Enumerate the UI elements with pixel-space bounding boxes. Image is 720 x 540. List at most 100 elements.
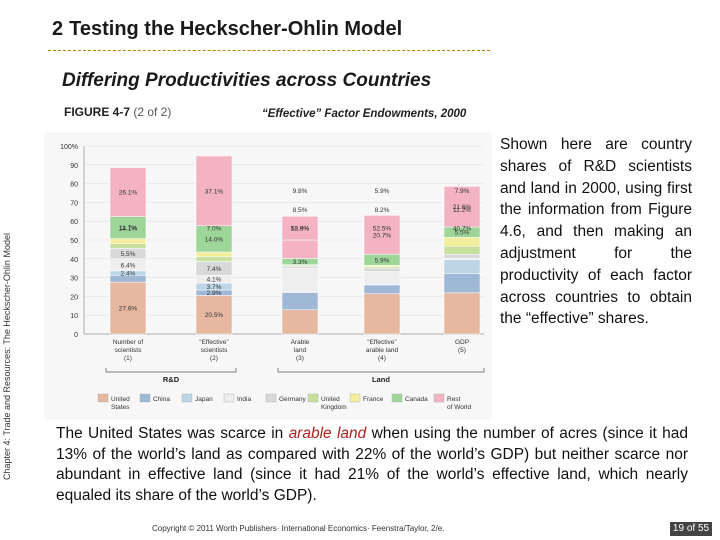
bar-segment	[109, 167, 147, 217]
segment-label: 2.9%	[207, 290, 222, 297]
bar-segment	[281, 267, 319, 293]
segment-label: 7.4%	[207, 266, 222, 273]
legend-swatch	[307, 393, 319, 403]
y-tick-label: 30	[70, 276, 78, 283]
segment-label: 3.3%	[293, 259, 308, 266]
figure-title: “Effective” Factor Endowments, 2000	[262, 108, 467, 120]
x-category-label: scientists	[201, 347, 228, 354]
y-tick-label: 80	[70, 182, 78, 189]
page-total: 55	[697, 523, 710, 534]
segment-label: 21.6%	[453, 204, 472, 211]
section-number: 2	[52, 18, 64, 40]
x-category-label: arable land	[366, 347, 399, 354]
legend-entry: Canada	[405, 396, 428, 403]
legend-entry: Rest	[447, 396, 461, 403]
segment-label: 7.9%	[455, 188, 470, 195]
bar-segment	[443, 254, 481, 259]
y-tick-label: 50	[70, 238, 78, 245]
bar-segment	[195, 256, 233, 262]
x-category-label: Number of	[113, 339, 144, 346]
legend-swatch	[139, 393, 151, 403]
segment-label: 5.9%	[375, 188, 390, 195]
segment-label: 2.4%	[121, 271, 136, 278]
bar-segment	[281, 239, 319, 259]
y-tick-label: 40	[70, 257, 78, 264]
bar-segment	[109, 243, 147, 249]
title-divider	[48, 50, 490, 51]
bar-segment	[281, 216, 319, 241]
page-of: of	[686, 523, 696, 534]
segment-label: 8.2%	[375, 207, 390, 214]
segment-label: 37.1%	[205, 188, 224, 195]
bottom-paragraph-start: The United States was scarce in	[56, 425, 289, 442]
x-category-label: (3)	[296, 355, 304, 362]
bar-segment	[195, 225, 233, 253]
bar-segment	[443, 273, 481, 294]
y-tick-label: 0	[74, 332, 78, 339]
x-category-label: “Effective”	[199, 339, 228, 346]
bottom-paragraph-end: when using the number of acres (since it…	[56, 425, 688, 504]
segment-label: 5.5%	[455, 230, 470, 237]
legend-entry: United	[321, 396, 340, 403]
slide-title: 2 Testing the Heckscher-Ohlin Model	[52, 18, 402, 41]
x-category-label: (2)	[210, 355, 218, 362]
legend-entry: United	[111, 396, 130, 403]
segment-label: 40.7%	[453, 226, 472, 233]
bar-segment	[443, 259, 481, 274]
bar-segment	[363, 284, 401, 295]
bottom-paragraph: The United States was scarce in arable l…	[56, 424, 688, 506]
legend-entry: Germany	[279, 396, 306, 403]
legend-entry: Japan	[195, 396, 213, 403]
bar-segment	[363, 215, 401, 255]
segment-label: 52.5%	[373, 226, 392, 233]
x-category-label: GDP	[455, 339, 469, 346]
legend-swatch	[349, 393, 361, 403]
y-tick-label: 90	[70, 163, 78, 170]
segment-label: 8.5%	[293, 207, 308, 214]
bar-segment	[195, 295, 233, 335]
segment-label: 3.7%	[207, 284, 222, 291]
copyright-footer: Copyright © 2011 Worth Publishers· Inter…	[152, 524, 445, 533]
legend-entry: France	[363, 396, 384, 403]
section-title: Testing the Heckscher-Ohlin Model	[69, 18, 403, 40]
y-tick-label: 100%	[60, 144, 78, 151]
segment-label: 20.5%	[205, 312, 224, 319]
segment-label: 5.9%	[375, 257, 390, 264]
y-tick-label: 60	[70, 219, 78, 226]
segment-label: 26.1%	[119, 190, 138, 197]
group-label: Land	[372, 375, 390, 384]
bar-segment	[363, 267, 401, 272]
chapter-side-label: Chapter 4: Trade and Resources: The Heck…	[2, 233, 12, 480]
bar-segment	[281, 265, 319, 269]
bar-segment	[443, 292, 481, 335]
bar-segment	[443, 245, 481, 255]
segment-label: 11.2%	[453, 207, 471, 214]
bar-segment	[443, 186, 481, 228]
legend-entry: China	[153, 396, 170, 403]
segment-label: 4.1%	[207, 277, 222, 284]
legend-swatch	[391, 393, 403, 403]
x-category-label: (5)	[458, 347, 466, 354]
x-category-label: scientists	[115, 347, 142, 354]
bar-segment	[443, 237, 481, 247]
legend-swatch	[433, 393, 445, 403]
x-category-label: (4)	[378, 355, 386, 362]
page-current: 19	[672, 523, 685, 534]
segment-label: 5.5%	[121, 251, 136, 258]
right-paragraph: Shown here are country shares of R&D sci…	[500, 136, 692, 328]
bar-segment	[281, 309, 319, 335]
group-label: R&D	[163, 375, 180, 384]
legend-swatch	[97, 393, 109, 403]
legend-entry: India	[237, 396, 251, 403]
y-tick-label: 10	[70, 313, 78, 320]
x-category-label: (1)	[124, 355, 132, 362]
segment-label: 6.4%	[121, 262, 136, 269]
page-number-badge: 19 of 55	[670, 522, 712, 536]
segment-label: 14.0%	[205, 236, 224, 243]
segment-label: 12.6%	[291, 226, 310, 233]
legend-swatch	[223, 393, 235, 403]
arable-land-highlight: arable land	[288, 425, 367, 442]
segment-label: 14.1%	[119, 226, 138, 233]
bar-segment	[195, 251, 233, 257]
bar-segment	[109, 238, 147, 245]
